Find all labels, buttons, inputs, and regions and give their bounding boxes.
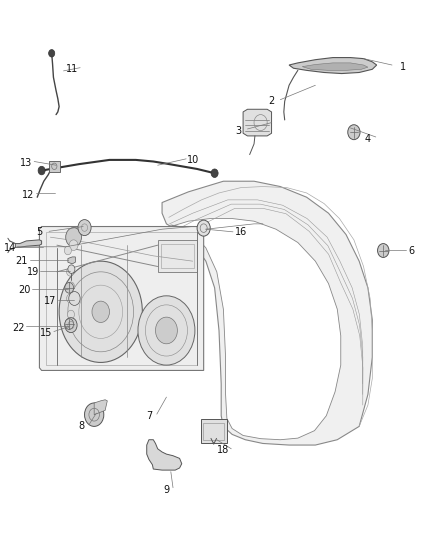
Text: 12: 12 — [22, 190, 35, 199]
Text: 13: 13 — [20, 158, 32, 167]
Polygon shape — [68, 257, 75, 264]
Text: 20: 20 — [18, 286, 30, 295]
Polygon shape — [302, 63, 368, 70]
Text: 21: 21 — [16, 256, 28, 266]
Circle shape — [67, 268, 74, 276]
Polygon shape — [94, 400, 107, 415]
Circle shape — [211, 169, 218, 177]
Polygon shape — [243, 109, 272, 136]
Text: 4: 4 — [365, 134, 371, 143]
Circle shape — [68, 265, 75, 273]
Circle shape — [78, 220, 91, 236]
Text: 6: 6 — [409, 246, 415, 255]
Polygon shape — [147, 440, 182, 470]
Text: 2: 2 — [268, 96, 275, 106]
Circle shape — [348, 125, 360, 140]
Text: 11: 11 — [66, 64, 78, 74]
Text: 10: 10 — [187, 155, 199, 165]
Circle shape — [92, 301, 110, 322]
Circle shape — [64, 246, 71, 255]
Polygon shape — [289, 58, 377, 74]
Text: 3: 3 — [236, 126, 242, 135]
Text: 5: 5 — [36, 227, 42, 237]
Text: 22: 22 — [12, 323, 25, 333]
Text: 1: 1 — [400, 62, 406, 71]
Bar — [49, 161, 60, 172]
Circle shape — [69, 292, 80, 305]
Polygon shape — [162, 181, 372, 445]
Circle shape — [38, 166, 45, 175]
Circle shape — [65, 319, 74, 329]
Bar — [201, 419, 227, 443]
Circle shape — [67, 282, 74, 290]
Circle shape — [66, 228, 81, 247]
Text: 19: 19 — [27, 267, 39, 277]
Circle shape — [68, 318, 75, 327]
Polygon shape — [171, 219, 341, 440]
Polygon shape — [39, 227, 204, 370]
Text: 17: 17 — [44, 296, 57, 306]
Circle shape — [67, 294, 74, 303]
Circle shape — [59, 261, 142, 362]
Text: 8: 8 — [78, 422, 84, 431]
Polygon shape — [158, 240, 197, 272]
Circle shape — [67, 310, 74, 319]
Circle shape — [49, 50, 55, 57]
Circle shape — [138, 296, 195, 365]
Text: 14: 14 — [4, 243, 16, 253]
Circle shape — [85, 403, 104, 426]
Circle shape — [378, 244, 389, 257]
Text: 7: 7 — [146, 411, 152, 421]
Text: 18: 18 — [217, 446, 230, 455]
Circle shape — [155, 317, 177, 344]
Circle shape — [197, 220, 210, 236]
Polygon shape — [15, 240, 42, 247]
Circle shape — [65, 282, 74, 293]
Text: 16: 16 — [235, 227, 247, 237]
Text: 9: 9 — [163, 486, 170, 495]
Text: 15: 15 — [40, 328, 52, 338]
Circle shape — [65, 318, 77, 333]
Circle shape — [69, 240, 78, 251]
